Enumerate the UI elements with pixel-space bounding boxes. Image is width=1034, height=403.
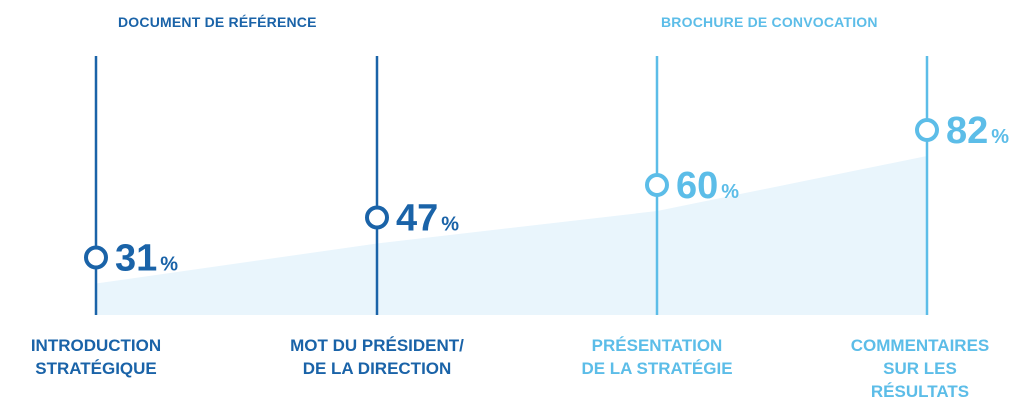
value-unit-2: % [721,181,739,203]
category-label-presentation: PRÉSENTATION DE LA STRATÉGIE [581,336,733,378]
category-label-introduction: INTRODUCTION STRATÉGIQUE [30,336,162,378]
value-unit-0: % [160,254,178,276]
value-label-1: 47% [396,198,459,240]
value-label-3: 82% [946,110,1009,152]
value-number-2: 60 [676,165,718,207]
value-label-2: 60% [676,165,739,207]
group-label-document-de-reference: DOCUMENT DE RÉFÉRENCE [118,14,317,30]
value-label-0: 31% [115,238,178,280]
percentage-area-chart: 31 %47 %60 %82% [84,56,1009,315]
value-unit-1: % [441,214,459,236]
value-number-3: 82 [946,110,988,152]
value-number-0: 31 [115,238,157,280]
group-label-brochure-de-convocation: BROCHURE DE CONVOCATION [661,14,878,30]
data-point-3 [915,118,939,142]
value-number-1: 47 [396,198,438,240]
data-point-1 [365,205,389,230]
value-unit-3: % [991,126,1009,148]
category-label-mot-du-president: MOT DU PRÉSIDENT/ DE LA DIRECTION [290,336,464,378]
data-point-2 [645,173,669,197]
data-point-0 [84,245,108,270]
category-label-commentaires: COMMENTAIRES SUR LES RÉSULTATS [850,336,990,401]
area-fill [96,156,927,315]
